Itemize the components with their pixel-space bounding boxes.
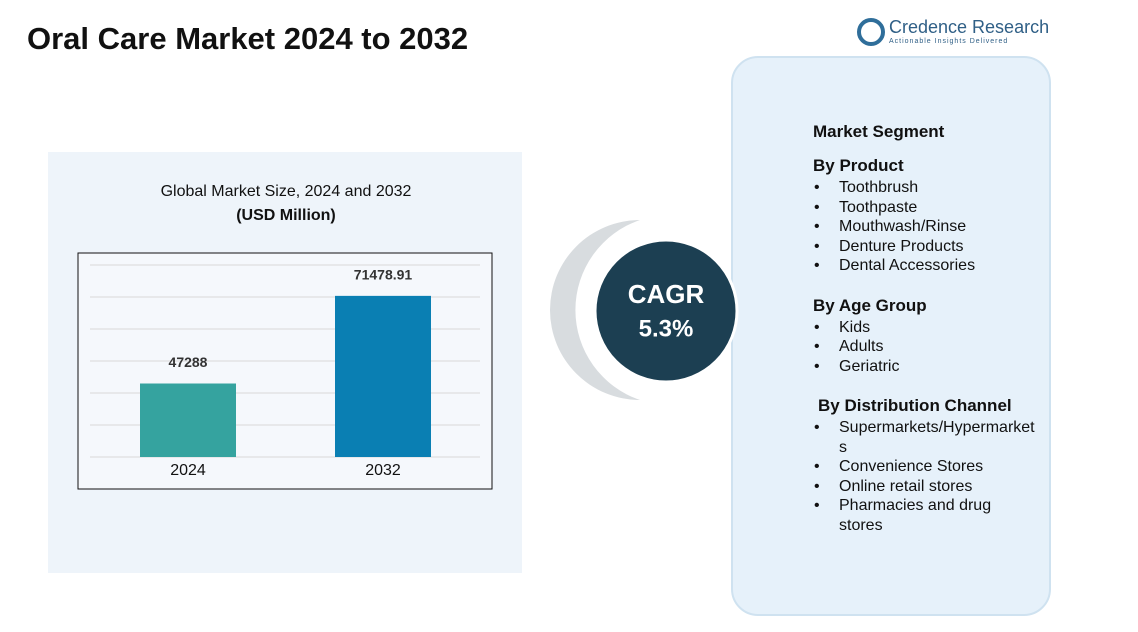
segment-item: Denture Products xyxy=(813,237,1037,257)
segment-title: Market Segment xyxy=(813,122,945,141)
chart-subtitle: (USD Million) xyxy=(236,207,336,224)
segment-item: Online retail stores xyxy=(813,477,1037,497)
segment-item: Toothpaste xyxy=(813,198,1037,218)
x-tick-label: 2024 xyxy=(170,462,206,479)
segment-item: Toothbrush xyxy=(813,178,1037,198)
cagr-shade xyxy=(550,220,640,400)
logo-name: Credence Research xyxy=(889,17,1049,37)
segment-items: Supermarkets/HypermarketsConvenience Sto… xyxy=(813,418,1043,535)
value-label: 47288 xyxy=(169,354,208,370)
cagr-label: CAGR xyxy=(628,279,705,309)
segment-item: Pharmacies and drug stores xyxy=(813,496,1037,535)
logo-tagline: Actionable Insights Delivered xyxy=(889,38,1008,45)
segment-item: Geriatric xyxy=(813,357,1037,377)
bar xyxy=(140,383,236,457)
segment-item: Mouthwash/Rinse xyxy=(813,217,1037,237)
segment-item: Convenience Stores xyxy=(813,457,1037,477)
x-tick-label: 2032 xyxy=(365,462,401,479)
segment-item: Supermarkets/Hypermarkets xyxy=(813,418,1037,457)
segment-item: Dental Accessories xyxy=(813,256,1037,276)
logo-icon xyxy=(857,18,885,46)
segment-group: By Distribution Channel xyxy=(818,396,1012,415)
segment-group: By Age Group xyxy=(813,295,927,315)
chart-title: Global Market Size, 2024 and 2032 xyxy=(161,183,412,200)
cagr-circle xyxy=(593,238,739,384)
chart-panel xyxy=(48,152,522,573)
segment-item: Kids xyxy=(813,318,1037,338)
segment-item: Adults xyxy=(813,337,1037,357)
segment-items: ToothbrushToothpasteMouthwash/RinseDentu… xyxy=(813,178,1043,276)
segment-items: KidsAdultsGeriatric xyxy=(813,318,1043,377)
page-title: Oral Care Market 2024 to 2032 xyxy=(27,21,468,56)
bar xyxy=(335,295,431,457)
cagr-value: 5.3% xyxy=(639,315,694,342)
segment-list: Market Segment By Product ToothbrushTooth… xyxy=(813,122,1043,535)
segment-group: By Product xyxy=(813,156,904,175)
value-label: 71478.91 xyxy=(354,267,413,283)
